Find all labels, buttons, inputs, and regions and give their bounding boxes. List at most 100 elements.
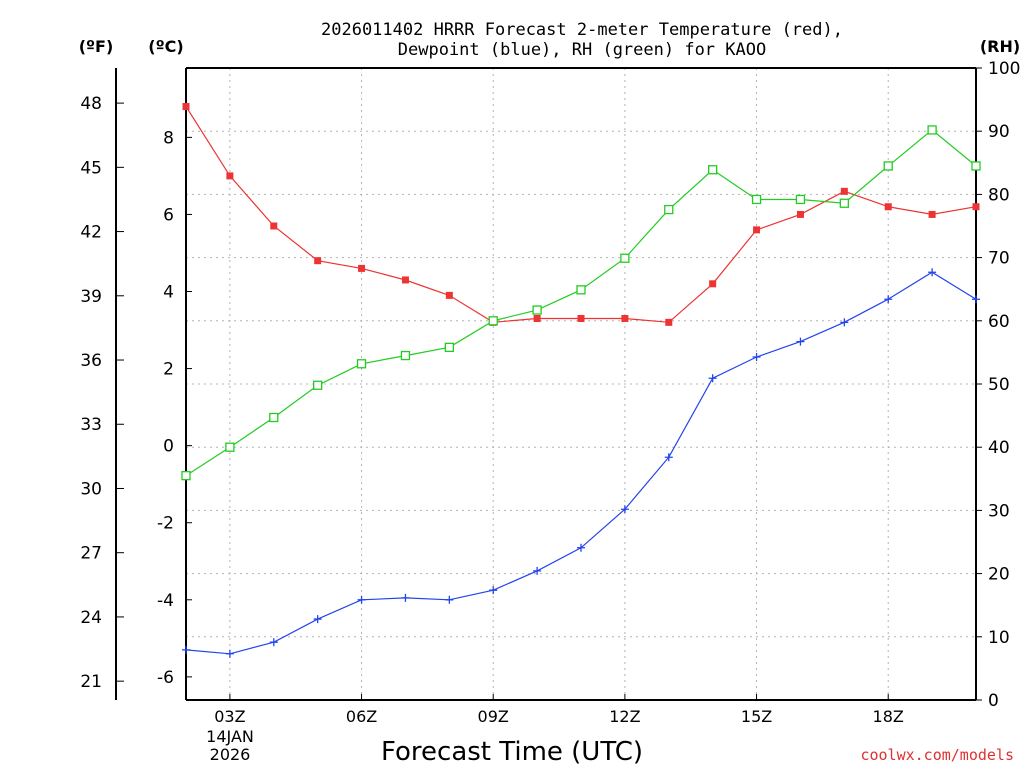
dewpoint-point: [577, 543, 585, 552]
temperature-point: [928, 210, 936, 218]
dewpoint-point: [620, 505, 629, 514]
fahrenheit-tick-label: 21: [80, 672, 102, 692]
temperature-point: [577, 314, 585, 322]
rh-tick-label: 10: [988, 628, 1010, 648]
chart-title-line-1: 2026011402 HRRR Forecast 2-meter Tempera…: [321, 20, 843, 40]
temperature-point: [358, 264, 366, 272]
celsius-tick-label: 0: [163, 437, 174, 457]
temperature-point: [709, 280, 717, 288]
chart-title-line-2: Dewpoint (blue), RH (green) for KAOO: [398, 40, 766, 60]
rh-point: [225, 442, 235, 452]
temperature-point: [445, 291, 453, 299]
rh-tick-label: 90: [988, 122, 1010, 142]
dewpoint-point: [884, 295, 893, 304]
rh-point: [444, 342, 454, 352]
tick-labels: 03Z 06Z 09Z 12Z 15Z 18Z1009080706050403020100…: [80, 59, 1020, 726]
rh-point: [664, 204, 674, 215]
x-axis-title: Forecast Time (UTC): [381, 737, 643, 767]
celsius-unit-label: (ºC): [148, 37, 183, 56]
temperature-point: [884, 203, 892, 211]
rh-line: [185, 129, 977, 477]
fahrenheit-tick-label: 33: [80, 415, 102, 435]
rh-point: [181, 470, 191, 481]
dewpoint-point: [401, 593, 410, 602]
x-tick-label: 12Z: [609, 707, 640, 726]
temperature-point: [270, 222, 278, 230]
fahrenheit-tick-label: 42: [80, 223, 102, 243]
rh-point: [971, 161, 981, 171]
x-tick-label: 15Z: [741, 707, 772, 726]
rh-tick-label: 40: [988, 438, 1010, 458]
rh-point: [839, 198, 849, 208]
x-tick-label: 06Z: [346, 707, 377, 726]
dewpoint-point: [533, 566, 542, 575]
fahrenheit-tick-label: 36: [80, 351, 102, 371]
rh-point: [795, 194, 806, 205]
rh-point: [620, 253, 630, 263]
dewpoint-point: [269, 638, 278, 647]
dewpoint-point: [357, 595, 366, 604]
rh-point: [576, 285, 586, 295]
rh-point: [313, 380, 323, 390]
temperature-point: [401, 276, 409, 284]
rh-tick-label: 80: [988, 185, 1010, 205]
dewpoint-point: [182, 645, 190, 654]
dewpoint-point: [840, 318, 849, 327]
date-label-year: 2026: [210, 745, 251, 764]
rh-point: [532, 305, 542, 315]
celsius-tick-label: -2: [157, 514, 174, 534]
celsius-tick-label: -4: [157, 591, 174, 611]
rh-tick-label: 50: [988, 375, 1010, 395]
fahrenheit-unit-label: (ºF): [79, 37, 114, 56]
fahrenheit-tick-label: 45: [80, 158, 102, 178]
credit-text: coolwx.com/models: [860, 746, 1014, 764]
rh-point: [883, 161, 893, 171]
dewpoint-line: [185, 271, 977, 655]
temperature-point: [621, 314, 629, 322]
temperature-point: [753, 226, 761, 234]
rh-unit-label: (RH): [980, 37, 1020, 56]
dewpoint-point: [664, 453, 673, 462]
data-series: [181, 103, 981, 658]
temperature-point: [314, 257, 322, 265]
dewpoint-point: [796, 337, 805, 346]
rh-tick-label: 20: [988, 565, 1010, 585]
celsius-tick-label: -6: [157, 668, 174, 688]
temperature-point: [665, 318, 673, 326]
dewpoint-point: [225, 649, 234, 658]
rh-point: [927, 125, 937, 135]
dewpoint-point: [708, 374, 717, 383]
dewpoint-point: [752, 353, 761, 362]
rh-tick-label: 100: [988, 59, 1020, 79]
rh-point: [751, 194, 762, 205]
celsius-tick-label: 6: [163, 205, 174, 225]
rh-point: [708, 165, 718, 175]
grid-lines: [186, 68, 976, 700]
dewpoint-point: [972, 295, 980, 304]
temperature-point: [972, 203, 980, 211]
temperature-point: [796, 210, 804, 218]
rh-point: [488, 316, 498, 326]
temperature-point: [226, 172, 234, 180]
celsius-tick-label: 2: [163, 360, 174, 380]
fahrenheit-tick-label: 48: [80, 94, 102, 114]
rh-tick-label: 0: [988, 691, 999, 711]
celsius-tick-label: 4: [163, 283, 174, 303]
dewpoint-point: [489, 586, 498, 595]
fahrenheit-tick-label: 27: [80, 544, 102, 564]
date-label-day: 14JAN: [206, 727, 254, 746]
rh-tick-label: 70: [988, 249, 1010, 269]
celsius-tick-label: 8: [163, 128, 174, 148]
fahrenheit-tick-label: 24: [80, 608, 102, 628]
rh-point: [400, 350, 411, 361]
x-tick-label: 03Z: [214, 707, 245, 726]
dewpoint-point: [313, 615, 322, 624]
temperature-point: [840, 187, 848, 195]
rh-point: [356, 359, 367, 369]
rh-tick-label: 60: [988, 312, 1010, 332]
x-tick-label: 18Z: [873, 707, 904, 726]
dewpoint-point: [445, 595, 454, 604]
fahrenheit-tick-label: 30: [80, 479, 102, 499]
x-tick-label: 09Z: [478, 707, 509, 726]
